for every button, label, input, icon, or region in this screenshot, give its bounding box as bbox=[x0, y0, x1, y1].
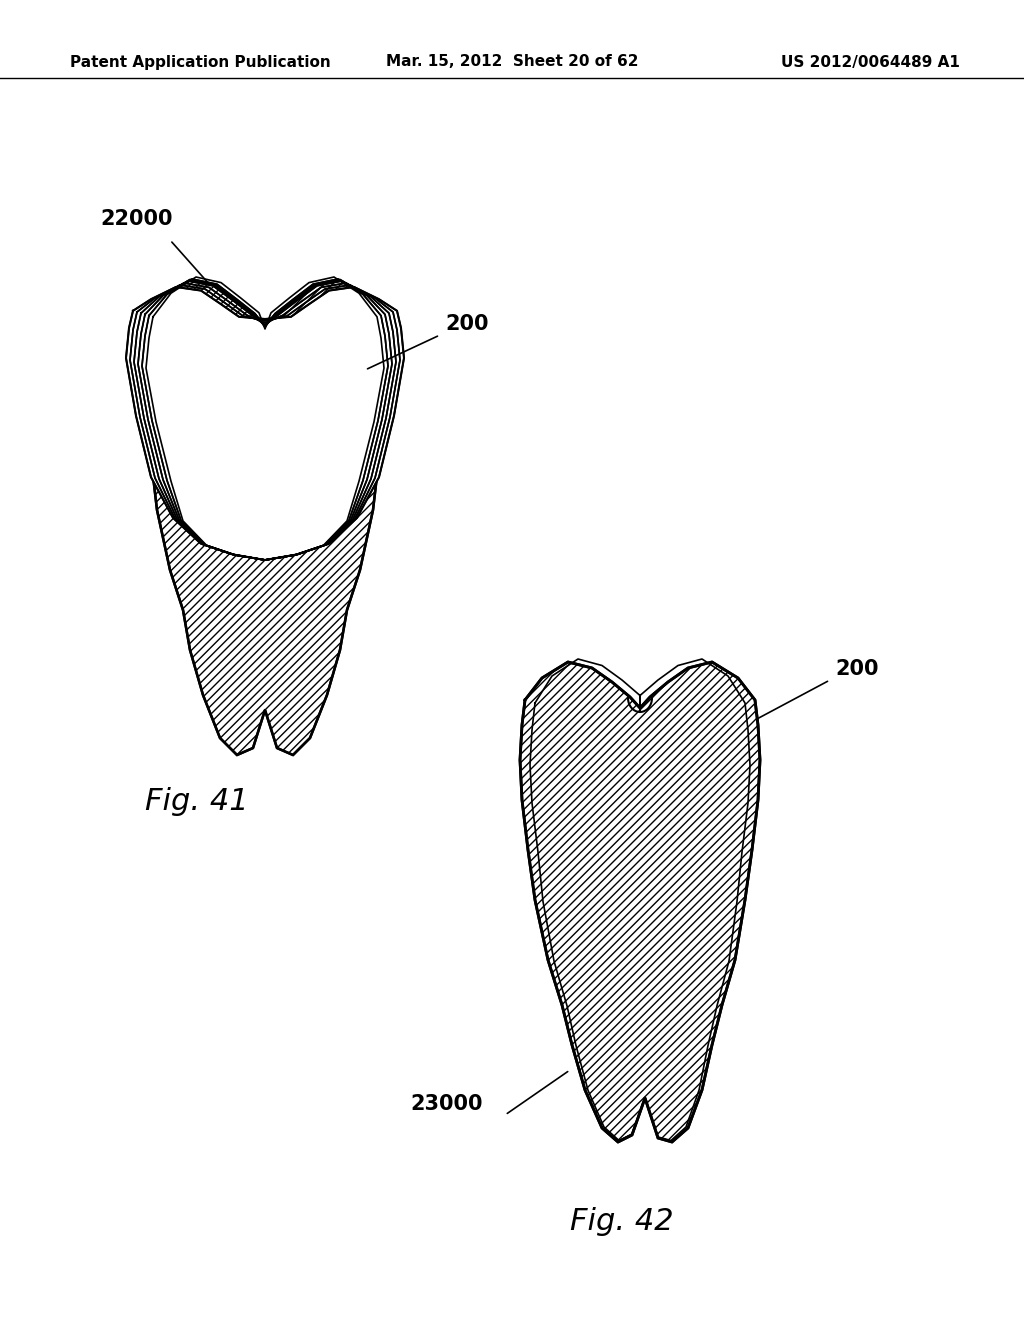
Polygon shape bbox=[520, 663, 760, 1142]
Text: Fig. 41: Fig. 41 bbox=[145, 787, 249, 816]
Text: 200: 200 bbox=[445, 314, 488, 334]
Text: Mar. 15, 2012  Sheet 20 of 62: Mar. 15, 2012 Sheet 20 of 62 bbox=[386, 54, 638, 70]
Text: 23000: 23000 bbox=[410, 1094, 482, 1114]
Text: 22000: 22000 bbox=[100, 209, 172, 228]
Text: US 2012/0064489 A1: US 2012/0064489 A1 bbox=[781, 54, 961, 70]
Text: Fig. 42: Fig. 42 bbox=[570, 1206, 674, 1236]
Text: 200: 200 bbox=[835, 659, 879, 678]
Text: Patent Application Publication: Patent Application Publication bbox=[70, 54, 331, 70]
Polygon shape bbox=[126, 286, 404, 560]
Polygon shape bbox=[140, 280, 390, 755]
